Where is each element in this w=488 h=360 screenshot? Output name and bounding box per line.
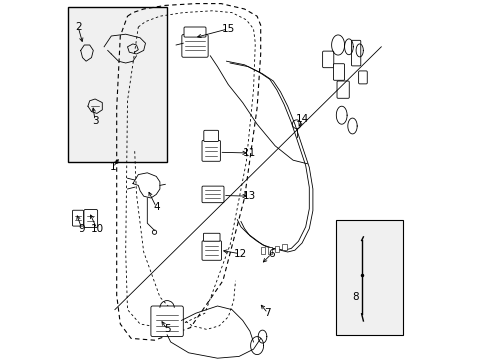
Text: 13: 13: [243, 191, 256, 201]
FancyBboxPatch shape: [72, 210, 83, 226]
Text: 1: 1: [110, 162, 116, 172]
FancyBboxPatch shape: [202, 186, 224, 203]
FancyBboxPatch shape: [84, 210, 98, 228]
FancyBboxPatch shape: [322, 51, 333, 68]
Text: 15: 15: [221, 24, 234, 34]
FancyBboxPatch shape: [336, 81, 348, 98]
FancyBboxPatch shape: [183, 27, 205, 37]
Bar: [275, 246, 279, 252]
FancyBboxPatch shape: [182, 35, 208, 57]
FancyBboxPatch shape: [202, 241, 221, 260]
Text: 12: 12: [233, 249, 246, 259]
Bar: [282, 244, 286, 250]
Text: 7: 7: [264, 308, 271, 318]
Bar: [267, 247, 272, 254]
Text: 11: 11: [243, 148, 256, 158]
Text: 6: 6: [267, 249, 274, 259]
FancyBboxPatch shape: [202, 140, 220, 161]
Text: 4: 4: [153, 202, 159, 212]
FancyBboxPatch shape: [358, 71, 366, 84]
Bar: [68, 7, 167, 162]
Text: 3: 3: [92, 116, 98, 126]
Text: 9: 9: [78, 224, 85, 234]
Text: 8: 8: [351, 292, 358, 302]
FancyBboxPatch shape: [203, 233, 220, 241]
FancyBboxPatch shape: [151, 306, 183, 337]
Text: 14: 14: [295, 114, 308, 124]
FancyBboxPatch shape: [351, 40, 360, 66]
Text: 2: 2: [75, 22, 81, 32]
Text: 10: 10: [90, 224, 103, 234]
Bar: [336, 220, 402, 335]
Text: 5: 5: [163, 324, 170, 334]
FancyBboxPatch shape: [203, 130, 218, 141]
FancyBboxPatch shape: [333, 64, 344, 80]
Bar: [260, 247, 264, 254]
